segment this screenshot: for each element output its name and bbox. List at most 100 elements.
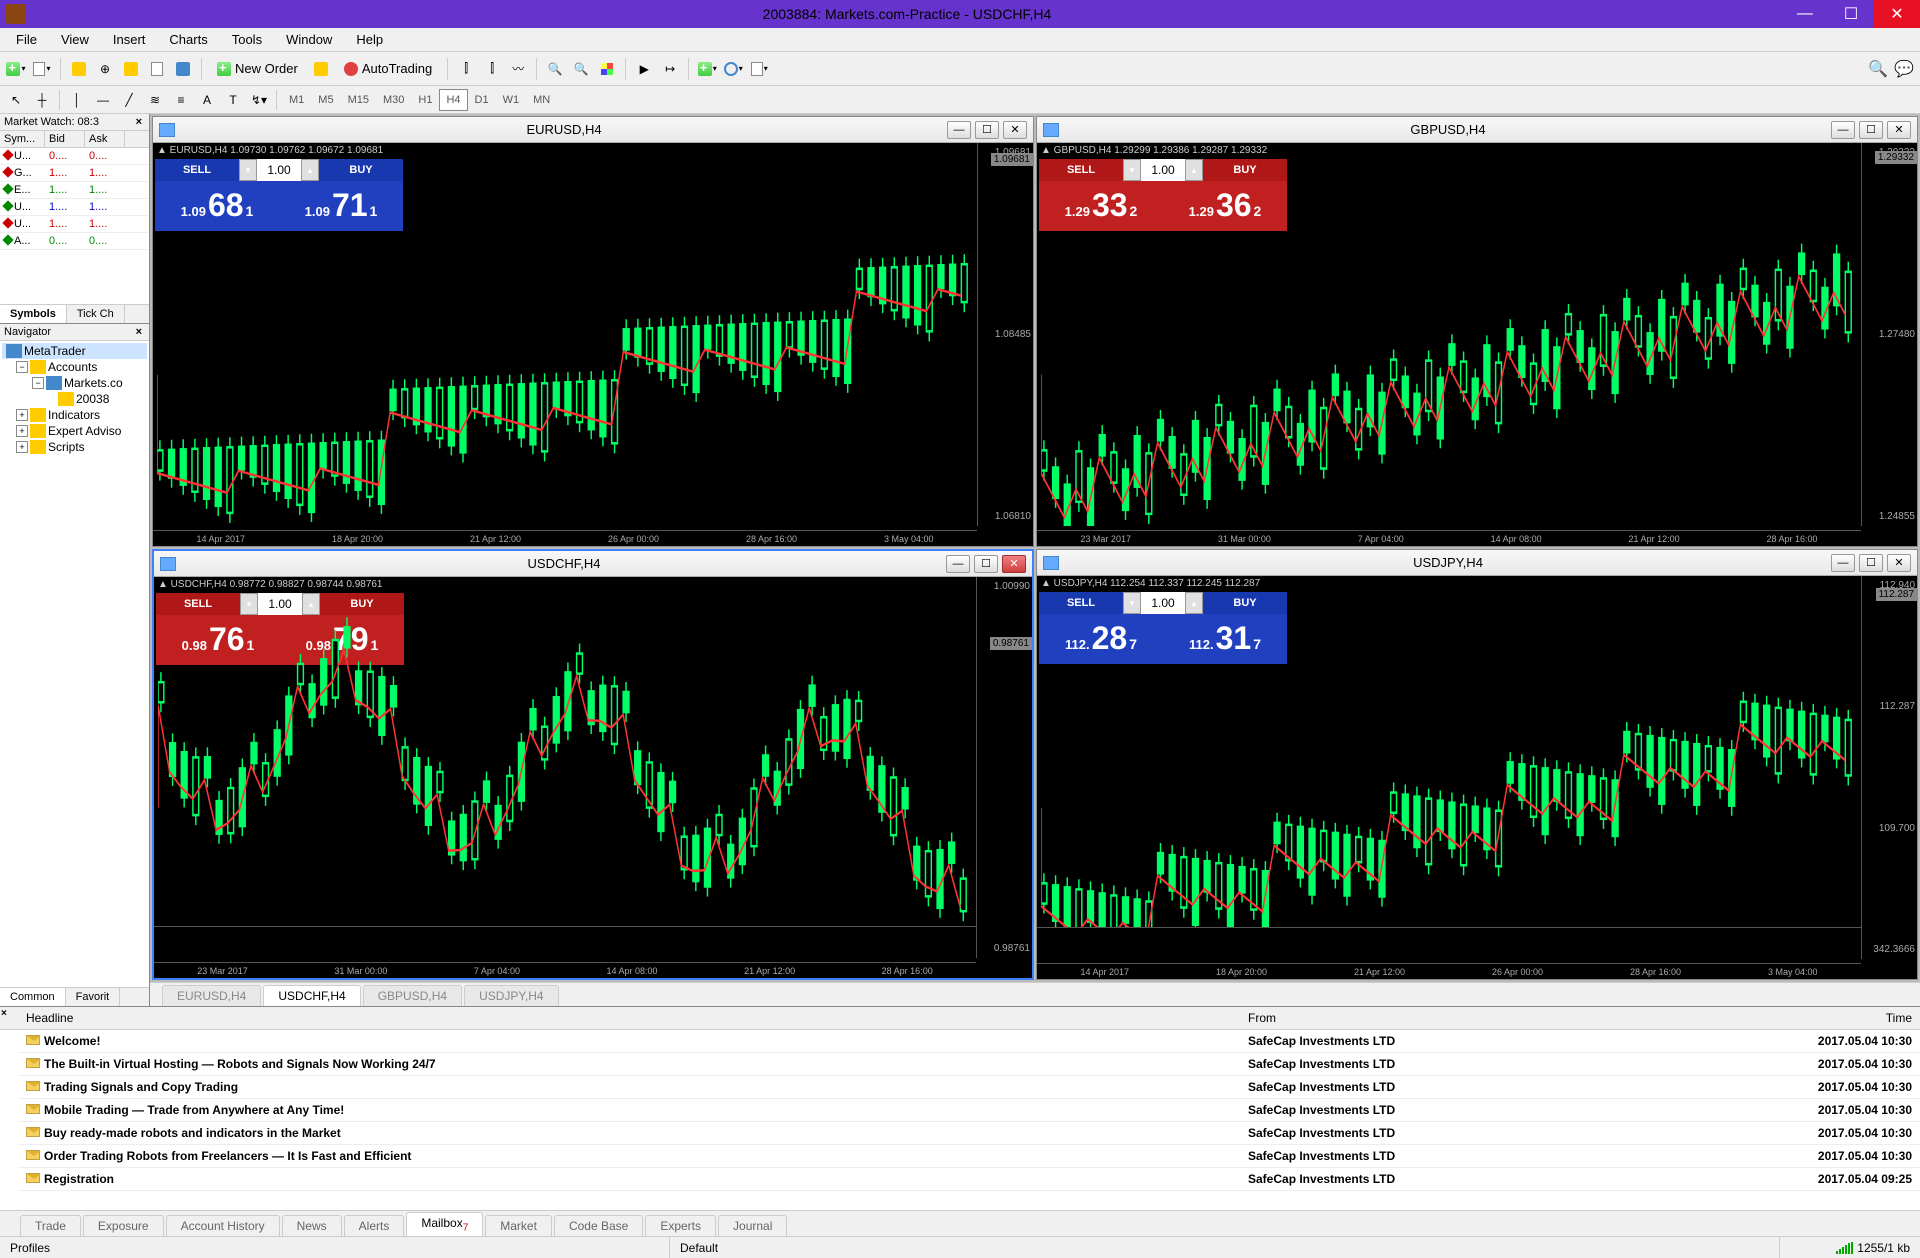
nav-tab-favorites[interactable]: Favorit [66, 988, 121, 1006]
terminal-tab-mailbox[interactable]: Mailbox7 [406, 1212, 483, 1236]
tree-account-id[interactable]: 20038 [2, 391, 147, 407]
timeframe-h4[interactable]: H4 [439, 89, 467, 111]
nav-tab-common[interactable]: Common [0, 988, 66, 1006]
chart-maximize[interactable]: ☐ [975, 121, 999, 139]
terminal-tab-news[interactable]: News [282, 1215, 342, 1236]
candle-chart-button[interactable]: ⫿ [480, 57, 504, 81]
zoom-in-button[interactable]: 🔍 [543, 57, 567, 81]
timeframe-m15[interactable]: M15 [341, 89, 376, 111]
chart-minimize[interactable]: — [1831, 121, 1855, 139]
chart-minimize[interactable]: — [1831, 554, 1855, 572]
chart-body[interactable]: ▲ USDJPY,H4 112.254 112.337 112.245 112.… [1037, 576, 1917, 979]
data-window-button[interactable]: ⊕ [93, 57, 117, 81]
trendline-button[interactable]: ╱ [117, 89, 141, 111]
chart-close[interactable]: ✕ [1003, 121, 1027, 139]
tree-accounts[interactable]: −Accounts [2, 359, 147, 375]
term-col-time[interactable]: Time [1790, 1007, 1920, 1029]
timeframe-mn[interactable]: MN [526, 89, 557, 111]
minimize-button[interactable]: — [1782, 0, 1828, 28]
chart-maximize[interactable]: ☐ [974, 555, 998, 573]
chart-title-bar[interactable]: USDCHF,H4 — ☐ ✕ [154, 551, 1032, 577]
market-watch-row[interactable]: G...1....1.... [0, 165, 149, 182]
metaquotes-button[interactable] [309, 57, 333, 81]
timeframe-w1[interactable]: W1 [496, 89, 527, 111]
indicators-button[interactable]: ▾ [695, 57, 719, 81]
mail-row[interactable]: The Built-in Virtual Hosting — Robots an… [18, 1053, 1920, 1076]
market-watch-row[interactable]: U...0....0.... [0, 148, 149, 165]
chart-body[interactable]: ▲ GBPUSD,H4 1.29299 1.29386 1.29287 1.29… [1037, 143, 1917, 546]
market-watch-row[interactable]: A...0....0.... [0, 233, 149, 250]
menu-file[interactable]: File [4, 29, 49, 50]
expander-icon[interactable]: − [16, 361, 28, 373]
chart-tab[interactable]: EURUSD,H4 [162, 985, 261, 1006]
menu-insert[interactable]: Insert [101, 29, 158, 50]
terminal-tab-trade[interactable]: Trade [20, 1215, 81, 1236]
chart-body[interactable]: ▲ EURUSD,H4 1.09730 1.09762 1.09672 1.09… [153, 143, 1033, 546]
channel-button[interactable]: ≋ [143, 89, 167, 111]
expander-icon[interactable]: − [32, 377, 44, 389]
mail-row[interactable]: Trading Signals and Copy TradingSafeCap … [18, 1076, 1920, 1099]
cursor-button[interactable]: ↖ [4, 89, 28, 111]
mail-row[interactable]: Welcome!SafeCap Investments LTD2017.05.0… [18, 1030, 1920, 1053]
chart-shift-button[interactable]: ↦ [658, 57, 682, 81]
crosshair-button[interactable]: ┼ [30, 89, 54, 111]
chart-title-bar[interactable]: EURUSD,H4 — ☐ ✕ [153, 117, 1033, 143]
terminal-tab-code-base[interactable]: Code Base [554, 1215, 643, 1236]
mail-row[interactable]: Buy ready-made robots and indicators in … [18, 1122, 1920, 1145]
arrows-button[interactable]: ↯▾ [247, 89, 271, 111]
terminal-tab-market[interactable]: Market [485, 1215, 552, 1236]
tree-markets[interactable]: −Markets.co [2, 375, 147, 391]
profiles-button[interactable]: ▾ [30, 57, 54, 81]
templates-button[interactable]: ▾ [747, 57, 771, 81]
terminal-close[interactable]: × [1, 1008, 7, 1019]
terminal-button[interactable] [145, 57, 169, 81]
chart-title-bar[interactable]: GBPUSD,H4 — ☐ ✕ [1037, 117, 1917, 143]
navigator-close[interactable]: × [133, 326, 145, 338]
tree-ea[interactable]: +Expert Adviso [2, 423, 147, 439]
market-watch-button[interactable] [67, 57, 91, 81]
chart-close[interactable]: ✕ [1887, 554, 1911, 572]
text-label-button[interactable]: T [221, 89, 245, 111]
market-watch-close[interactable]: × [133, 116, 145, 128]
strategy-tester-button[interactable] [171, 57, 195, 81]
community-button[interactable]: 💬 [1892, 57, 1916, 81]
bar-chart-button[interactable]: ⫿ [454, 57, 478, 81]
tree-indicators[interactable]: +Indicators [2, 407, 147, 423]
timeframe-m1[interactable]: M1 [282, 89, 311, 111]
terminal-tab-exposure[interactable]: Exposure [83, 1215, 164, 1236]
terminal-tab-journal[interactable]: Journal [718, 1215, 787, 1236]
autotrading-button[interactable]: AutoTrading [335, 56, 441, 82]
menu-tools[interactable]: Tools [220, 29, 274, 50]
tree-root[interactable]: MetaTrader [2, 343, 147, 359]
chart-tab[interactable]: USDJPY,H4 [464, 985, 558, 1006]
mail-row[interactable]: RegistrationSafeCap Investments LTD2017.… [18, 1168, 1920, 1191]
menu-charts[interactable]: Charts [157, 29, 219, 50]
market-watch-row[interactable]: E...1....1.... [0, 182, 149, 199]
menu-view[interactable]: View [49, 29, 101, 50]
timeframe-m5[interactable]: M5 [311, 89, 340, 111]
mw-col-symbol[interactable]: Sym... [0, 131, 45, 147]
menu-help[interactable]: Help [344, 29, 395, 50]
auto-scroll-button[interactable]: ▶ [632, 57, 656, 81]
navigator-button[interactable] [119, 57, 143, 81]
terminal-tab-alerts[interactable]: Alerts [344, 1215, 405, 1236]
terminal-tab-experts[interactable]: Experts [645, 1215, 716, 1236]
new-chart-button[interactable]: ▾ [4, 57, 28, 81]
status-connection[interactable]: 1255/1 kb [1780, 1237, 1920, 1258]
maximize-button[interactable]: ☐ [1828, 0, 1874, 28]
timeframe-h1[interactable]: H1 [411, 89, 439, 111]
mw-col-ask[interactable]: Ask [85, 131, 125, 147]
chart-title-bar[interactable]: USDJPY,H4 — ☐ ✕ [1037, 550, 1917, 576]
mw-tab-symbols[interactable]: Symbols [0, 305, 67, 323]
market-watch-row[interactable]: U...1....1.... [0, 216, 149, 233]
chart-close[interactable]: ✕ [1002, 555, 1026, 573]
terminal-tab-account-history[interactable]: Account History [166, 1215, 280, 1236]
expander-icon[interactable]: + [16, 425, 28, 437]
tree-scripts[interactable]: +Scripts [2, 439, 147, 455]
menu-window[interactable]: Window [274, 29, 344, 50]
periods-button[interactable]: ▾ [721, 57, 745, 81]
chart-close[interactable]: ✕ [1887, 121, 1911, 139]
new-order-button[interactable]: New Order [208, 56, 307, 82]
term-col-from[interactable]: From [1240, 1007, 1790, 1029]
timeframe-d1[interactable]: D1 [468, 89, 496, 111]
